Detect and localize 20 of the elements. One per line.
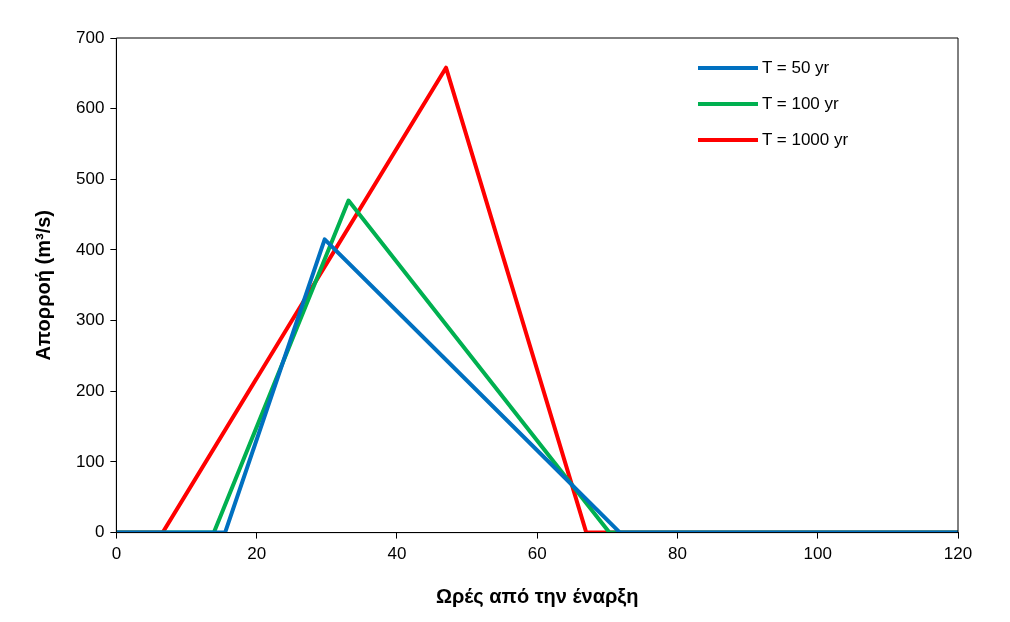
y-tick-label: 400: [75, 239, 105, 259]
y-axis-title: Απορροή (m³/s): [31, 210, 54, 361]
x-tick-label: 20: [247, 544, 267, 564]
y-tick-label: 200: [75, 380, 105, 400]
x-axis-title: Ωρές από την έναρξη: [435, 584, 639, 607]
y-tick-label: 100: [75, 451, 105, 471]
y-tick-label: 0: [94, 522, 105, 542]
legend-label: T = 100 yr: [762, 94, 839, 114]
y-tick-label: 600: [75, 98, 105, 118]
x-tick-label: 120: [943, 544, 973, 564]
x-tick-label: 100: [803, 544, 832, 564]
y-tick-label: 500: [75, 169, 105, 188]
x-tick-label: 40: [387, 544, 407, 564]
y-tick-label: 300: [75, 310, 105, 330]
y-tick-label: 700: [75, 27, 105, 47]
x-tick-label: 80: [667, 544, 687, 564]
legend-label: T = 1000 yr: [762, 130, 849, 150]
x-tick-label: 60: [527, 544, 547, 564]
x-tick-label: 0: [111, 544, 122, 564]
legend-label: T = 50 yr: [762, 58, 830, 78]
